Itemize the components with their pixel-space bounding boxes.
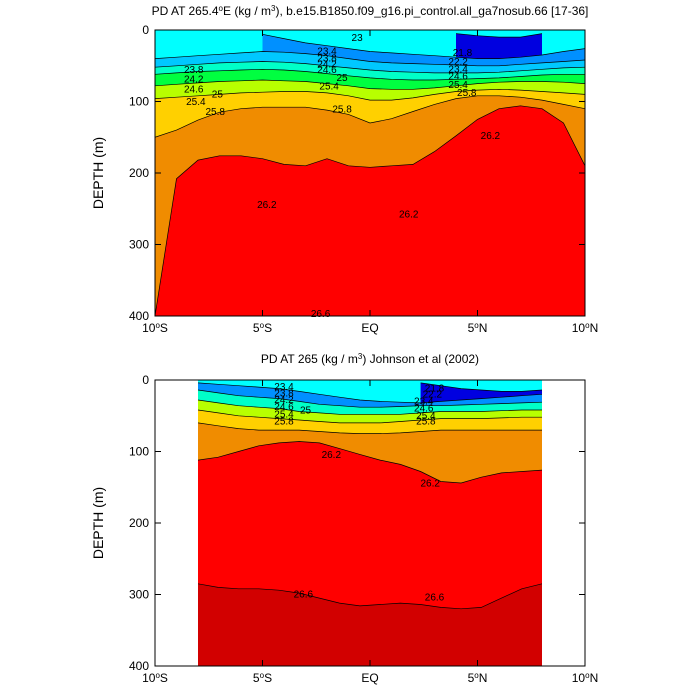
contour-label: 25 xyxy=(336,73,348,84)
y-axis-label: DEPTH (m) xyxy=(90,137,106,209)
isopycnal-25-8 xyxy=(155,95,585,138)
isopycnal-22-6 xyxy=(420,382,542,392)
y-axis-label: DEPTH (m) xyxy=(90,487,106,559)
x-tick-label: 10oS xyxy=(142,671,168,686)
x-tick-label: 10oN xyxy=(572,321,598,336)
density-band-26-2 xyxy=(155,105,585,316)
contour-label: 24.6 xyxy=(414,404,434,415)
isopycnal-24-2 xyxy=(155,61,585,74)
x-tick-label: EQ xyxy=(361,321,378,335)
panel-observations: 23.423.824.224.6 2525.425.826.226.221.822… xyxy=(90,352,598,686)
isopycnal-25-8 xyxy=(198,422,542,434)
isopycnal-24-6 xyxy=(155,68,585,81)
x-tick-label: EQ xyxy=(361,671,378,685)
y-tick-label: 300 xyxy=(129,588,149,602)
isopycnal-26-6 xyxy=(198,583,542,610)
y-tick-label: 400 xyxy=(129,659,149,673)
contour-label: 23.8 xyxy=(317,54,337,65)
isopycnal-25 xyxy=(155,79,585,90)
contour-label: 23.4 xyxy=(274,382,294,393)
contour-label: 23.4 xyxy=(414,396,434,407)
contour-label: 25.4 xyxy=(416,411,436,422)
x-tick-label: 5oN xyxy=(468,671,488,686)
y-tick-label: 300 xyxy=(129,238,149,252)
contour-label: 23.4 xyxy=(448,64,468,75)
contour-label: 23.8 xyxy=(184,65,204,76)
isopycnal-25 xyxy=(198,399,542,415)
x-tick-label: 5oN xyxy=(468,321,488,336)
contour-label: 26.6 xyxy=(425,592,445,603)
contour-label: 23.4 xyxy=(317,46,337,57)
contour-label: 24.6 xyxy=(274,402,294,413)
contour-label: 23 xyxy=(352,33,364,44)
contour-label: 24.6 xyxy=(448,71,468,82)
contour-label: 25.4 xyxy=(319,81,339,92)
x-tick-label: 5oS xyxy=(253,321,272,336)
chart-title: PD AT 265 (kg / m3) Johnson et al (2002) xyxy=(261,352,479,367)
contour-label: 24.6 xyxy=(184,84,204,95)
isopycnal-26-2 xyxy=(155,105,585,316)
contour-label: 26.6 xyxy=(294,590,314,601)
panel-model: 2323.423.824.224.62525.425.823.824.224.6… xyxy=(90,4,598,336)
contour-label: 24.2 xyxy=(184,74,204,85)
contour-label: 26.2 xyxy=(399,209,419,220)
contour-label: 24.2 xyxy=(317,59,337,70)
contour-label: 25.8 xyxy=(205,107,225,118)
contour-label: 26.2 xyxy=(420,479,440,490)
isopycnal-25-4 xyxy=(198,409,542,424)
y-tick-label: 100 xyxy=(129,95,149,109)
contour-label: 25.4 xyxy=(448,80,468,91)
contour-label: 25.8 xyxy=(274,416,294,427)
contour-label: 26.2 xyxy=(257,200,277,211)
contour-label: 24.6 xyxy=(317,65,337,76)
y-tick-label: 200 xyxy=(129,516,149,530)
contour-label: 21.8 xyxy=(453,48,473,59)
contour-label: 25.8 xyxy=(416,416,436,427)
isopycnal-26-2 xyxy=(198,441,542,484)
contour-label: 22.2 xyxy=(423,389,443,400)
isopycnal-23-8 xyxy=(155,51,585,67)
contour-label: 24.2 xyxy=(274,395,294,406)
contour-field xyxy=(155,30,585,316)
x-tick-label: 10oS xyxy=(142,321,168,336)
contour-label: 25.8 xyxy=(457,88,477,99)
x-tick-label: 10oN xyxy=(572,671,598,686)
contour-label: 23.8 xyxy=(274,389,294,400)
isopycnal-23-4 xyxy=(262,33,585,59)
contour-label: 26.2 xyxy=(481,131,501,142)
contour-label: 21.8 xyxy=(425,384,445,395)
y-tick-label: 400 xyxy=(129,309,149,323)
contour-label: 25.4 xyxy=(274,409,294,420)
y-tick-label: 200 xyxy=(129,166,149,180)
isopycnal-22-6 xyxy=(455,33,543,38)
contour-label: 26.6 xyxy=(311,309,331,320)
isopycnal-23-4 xyxy=(198,382,542,404)
contour-label: 25.4 xyxy=(186,97,206,108)
contour-field xyxy=(198,380,542,666)
isopycnal-24-2 xyxy=(198,389,542,408)
contour-label: 25 xyxy=(300,406,312,417)
contour-label: 26.2 xyxy=(322,450,342,461)
y-tick-label: 100 xyxy=(129,445,149,459)
y-tick-label: 0 xyxy=(142,373,149,387)
contour-label: 25.8 xyxy=(332,104,352,115)
isopycnal-25-4 xyxy=(155,88,585,101)
y-tick-label: 0 xyxy=(142,23,149,37)
contour-label: 25 xyxy=(212,89,224,100)
chart-title: PD AT 265.4oE (kg / m3), b.e15.B1850.f09… xyxy=(152,4,589,19)
contour-label: 22.2 xyxy=(448,57,468,68)
density-band-26-6 xyxy=(198,583,542,666)
x-tick-label: 5oS xyxy=(253,671,272,686)
